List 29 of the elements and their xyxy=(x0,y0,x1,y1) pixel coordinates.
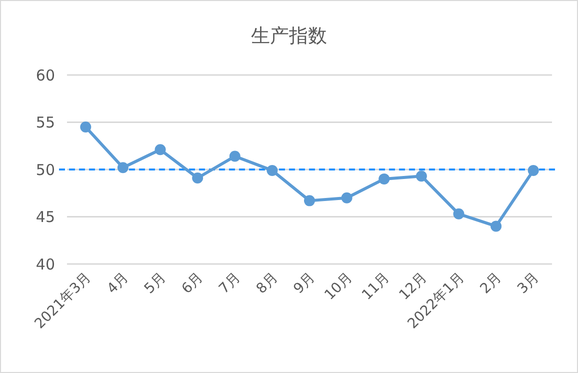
point xyxy=(80,121,92,132)
x-tick-label: 5月 xyxy=(142,270,170,298)
point xyxy=(341,192,352,204)
y-tick-label: 45 xyxy=(36,208,55,226)
x-tick-label: 2月 xyxy=(477,270,505,298)
point xyxy=(416,170,427,182)
point xyxy=(229,150,240,162)
point xyxy=(453,208,464,220)
point xyxy=(192,172,204,184)
x-tick-label: 7月 xyxy=(216,270,244,298)
x-tick-label: 9月 xyxy=(290,270,318,298)
point xyxy=(378,173,390,184)
point xyxy=(266,164,278,176)
point xyxy=(528,164,539,176)
point xyxy=(154,144,166,156)
x-tick-label: 8月 xyxy=(254,270,282,298)
x-tick-label: 4月 xyxy=(104,270,132,298)
chart-title: 生产指数 xyxy=(251,25,327,47)
x-tick-label: 11月 xyxy=(359,270,393,304)
point xyxy=(490,220,502,232)
x-tick-label: 6月 xyxy=(178,270,206,298)
y-tick-label: 60 xyxy=(36,66,55,84)
point xyxy=(304,195,315,206)
y-tick-label: 50 xyxy=(36,160,55,179)
y-tick-label: 40 xyxy=(36,255,55,274)
point xyxy=(117,162,128,174)
y-tick-label: 55 xyxy=(36,114,55,132)
x-tick-label: 10月 xyxy=(322,270,356,304)
x-tick-label: 3月 xyxy=(514,270,542,298)
